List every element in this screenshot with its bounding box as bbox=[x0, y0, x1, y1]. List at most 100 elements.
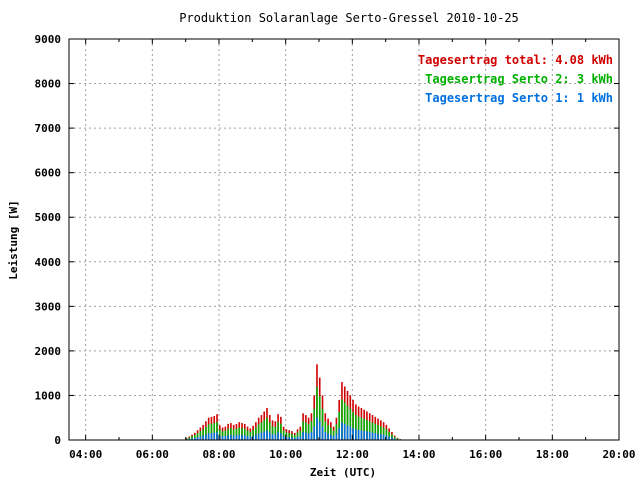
bar-serto1 bbox=[232, 435, 235, 440]
bar-serto1 bbox=[321, 426, 324, 440]
bar-serto2 bbox=[238, 427, 241, 440]
bar-serto2 bbox=[202, 429, 204, 440]
x-axis-label: Zeit (UTC) bbox=[310, 466, 376, 479]
bar-serto1 bbox=[346, 425, 349, 440]
bar-serto1 bbox=[199, 436, 202, 440]
bar-serto2 bbox=[360, 417, 363, 440]
bar-serto2 bbox=[227, 428, 229, 440]
bar-serto2 bbox=[382, 427, 385, 440]
bar-serto1 bbox=[385, 435, 388, 440]
bar-serto1 bbox=[191, 438, 193, 440]
bar-serto1 bbox=[393, 438, 396, 440]
bar-serto2 bbox=[249, 431, 252, 440]
bar-serto2 bbox=[232, 429, 235, 440]
bar-serto1 bbox=[343, 423, 346, 440]
bar-serto1 bbox=[210, 433, 213, 440]
bar-serto1 bbox=[252, 435, 254, 440]
bar-serto1 bbox=[227, 435, 229, 440]
bar-serto1 bbox=[224, 435, 227, 440]
bar-serto1 bbox=[391, 437, 393, 440]
bar-serto2 bbox=[368, 421, 371, 440]
bar-serto1 bbox=[307, 433, 310, 440]
bar-serto1 bbox=[268, 432, 271, 440]
bar-serto2 bbox=[213, 423, 216, 440]
bar-serto1 bbox=[260, 432, 263, 440]
bar-serto1 bbox=[277, 432, 279, 440]
bar-serto2 bbox=[255, 427, 257, 440]
bar-serto2 bbox=[305, 422, 307, 440]
legend: Tagesertrag total: 4.08 kWh Tagesertrag S… bbox=[418, 53, 613, 105]
bar-serto2 bbox=[199, 431, 202, 440]
bar-serto1 bbox=[249, 436, 252, 440]
bar-serto1 bbox=[352, 427, 354, 440]
bar-serto1 bbox=[302, 431, 304, 440]
y-tick-label: 2000 bbox=[35, 345, 62, 358]
bar-serto2 bbox=[260, 422, 263, 440]
bar-serto1 bbox=[285, 436, 288, 440]
bar-serto1 bbox=[377, 433, 379, 440]
bar-serto1 bbox=[221, 436, 224, 440]
y-tick-label: 4000 bbox=[35, 256, 62, 269]
x-tick-label: 04:00 bbox=[69, 448, 102, 461]
bar-serto1 bbox=[280, 433, 282, 440]
bar-serto1 bbox=[349, 426, 352, 440]
bar-serto2 bbox=[224, 430, 227, 440]
bar-serto1 bbox=[357, 429, 360, 440]
x-tick-label: 18:00 bbox=[536, 448, 569, 461]
bar-serto2 bbox=[346, 405, 349, 440]
bar-serto1 bbox=[274, 434, 277, 440]
bar-serto2 bbox=[349, 408, 352, 440]
bar-serto2 bbox=[282, 430, 285, 440]
bar-serto2 bbox=[318, 396, 321, 440]
bar-serto1 bbox=[216, 432, 218, 440]
bar-serto2 bbox=[327, 425, 329, 440]
bar-serto1 bbox=[271, 434, 274, 440]
bar-serto2 bbox=[243, 428, 246, 440]
bar-serto2 bbox=[396, 438, 399, 440]
bar-serto2 bbox=[280, 423, 282, 440]
bar-serto1 bbox=[310, 431, 313, 440]
bars-layer bbox=[185, 364, 402, 440]
bar-serto1 bbox=[332, 435, 335, 440]
bar-serto1 bbox=[266, 430, 268, 440]
bar-serto2 bbox=[185, 438, 188, 440]
bar-serto1 bbox=[368, 431, 371, 440]
bar-serto1 bbox=[374, 433, 377, 440]
bar-serto1 bbox=[205, 434, 207, 440]
bar-serto2 bbox=[268, 422, 271, 440]
y-tick-label: 5000 bbox=[35, 211, 62, 224]
bar-serto1 bbox=[324, 431, 327, 440]
bar-serto2 bbox=[291, 433, 293, 440]
bar-serto2 bbox=[252, 430, 254, 440]
y-tick-label: 9000 bbox=[35, 33, 62, 46]
chart-title: Produktion Solaranlage Serto-Gressel 201… bbox=[179, 11, 519, 25]
bar-serto2 bbox=[188, 437, 191, 440]
legend-value: 1 kWh bbox=[577, 91, 613, 105]
bar-serto2 bbox=[230, 428, 232, 440]
bar-serto2 bbox=[391, 434, 393, 440]
bar-serto1 bbox=[382, 434, 385, 440]
bar-serto1 bbox=[246, 435, 249, 440]
bar-serto1 bbox=[305, 432, 307, 440]
bar-serto1 bbox=[371, 432, 374, 440]
bar-serto1 bbox=[196, 437, 199, 440]
legend-value: 4.08 kWh bbox=[555, 53, 613, 67]
bar-serto2 bbox=[288, 433, 291, 440]
legend-label: Tagesertrag total: bbox=[418, 53, 555, 67]
bar-serto1 bbox=[299, 435, 302, 440]
bar-serto1 bbox=[202, 435, 204, 440]
bar-serto2 bbox=[357, 416, 360, 440]
bar-serto2 bbox=[310, 421, 313, 440]
bar-serto2 bbox=[338, 411, 340, 440]
x-tick-label: 06:00 bbox=[136, 448, 169, 461]
y-tick-label: 3000 bbox=[35, 300, 62, 313]
bar-serto1 bbox=[360, 430, 363, 440]
bar-serto1 bbox=[263, 431, 266, 440]
bar-serto2 bbox=[216, 421, 218, 440]
y-tick-label: 8000 bbox=[35, 78, 62, 91]
bar-serto1 bbox=[341, 422, 343, 440]
bar-serto2 bbox=[371, 422, 374, 440]
ticks-layer: 0 1000 2000 3000 4000 5000 6000 7000 8000 9000 04:… bbox=[35, 33, 636, 461]
bar-serto1 bbox=[213, 432, 216, 440]
